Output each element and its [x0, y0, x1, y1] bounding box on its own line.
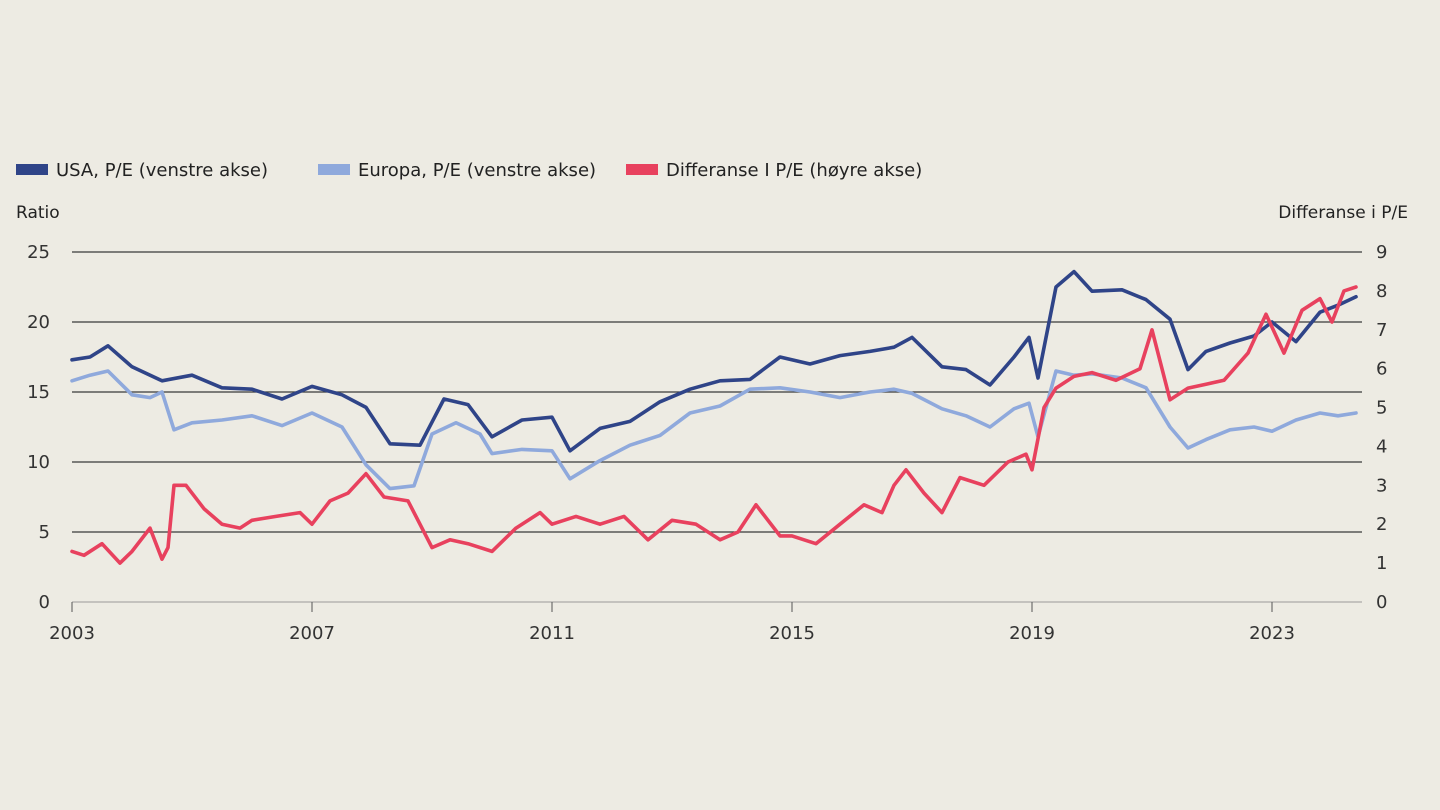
- x-tick-2007: 2007: [289, 623, 335, 644]
- x-tick-2023: 2023: [1249, 623, 1295, 644]
- y-right-tick-9: 9: [1376, 242, 1387, 263]
- series-line-europa: [70, 369, 1358, 491]
- x-tick-2011: 2011: [529, 623, 575, 644]
- y-left-tick-25: 25: [27, 242, 50, 263]
- series-lines: [70, 269, 1358, 565]
- y-left-tick-5: 5: [39, 522, 50, 543]
- legend-differanse-label: Differanse I P/E (høyre akse): [666, 160, 922, 181]
- y-right-tick-3: 3: [1376, 475, 1387, 496]
- y-right-tick-2: 2: [1376, 514, 1387, 535]
- y-right-tick-7: 7: [1376, 320, 1387, 341]
- y-right-tick-0: 0: [1376, 592, 1387, 613]
- legend-usa-label: USA, P/E (venstre akse): [56, 160, 268, 181]
- y-right-tick-8: 8: [1376, 281, 1387, 302]
- y-left-axis-title: Ratio: [16, 203, 60, 223]
- y-right-tick-6: 6: [1376, 359, 1387, 380]
- y-left-tick-0: 0: [39, 592, 50, 613]
- y-left-tick-20: 20: [27, 312, 50, 333]
- y-left-tick-10: 10: [27, 452, 50, 473]
- legend-differanse-swatch: [626, 164, 658, 175]
- y-right-tick-1: 1: [1376, 553, 1387, 574]
- x-tick-2015: 2015: [769, 623, 815, 644]
- y-left-tick-labels: 0 5 10 15 20 25: [27, 242, 50, 613]
- x-tick-2003: 2003: [49, 623, 95, 644]
- y-right-tick-4: 4: [1376, 436, 1387, 457]
- series-line-differanse: [70, 285, 1358, 565]
- x-tick-2019: 2019: [1009, 623, 1055, 644]
- legend-europa-swatch: [318, 164, 350, 175]
- y-left-tick-15: 15: [27, 382, 50, 403]
- legend: USA, P/E (venstre akse) Europa, P/E (vens…: [16, 160, 922, 181]
- legend-usa-swatch: [16, 164, 48, 175]
- y-right-axis-title: Differanse i P/E: [1278, 203, 1408, 223]
- y-right-tick-5: 5: [1376, 398, 1387, 419]
- y-right-tick-labels: 0 1 2 3 4 5 6 7 8 9: [1376, 242, 1387, 613]
- x-axis: 2003 2007 2011 2015 2019 2023: [49, 602, 1295, 644]
- legend-europa-label: Europa, P/E (venstre akse): [358, 160, 596, 181]
- series-line-usa: [70, 269, 1358, 453]
